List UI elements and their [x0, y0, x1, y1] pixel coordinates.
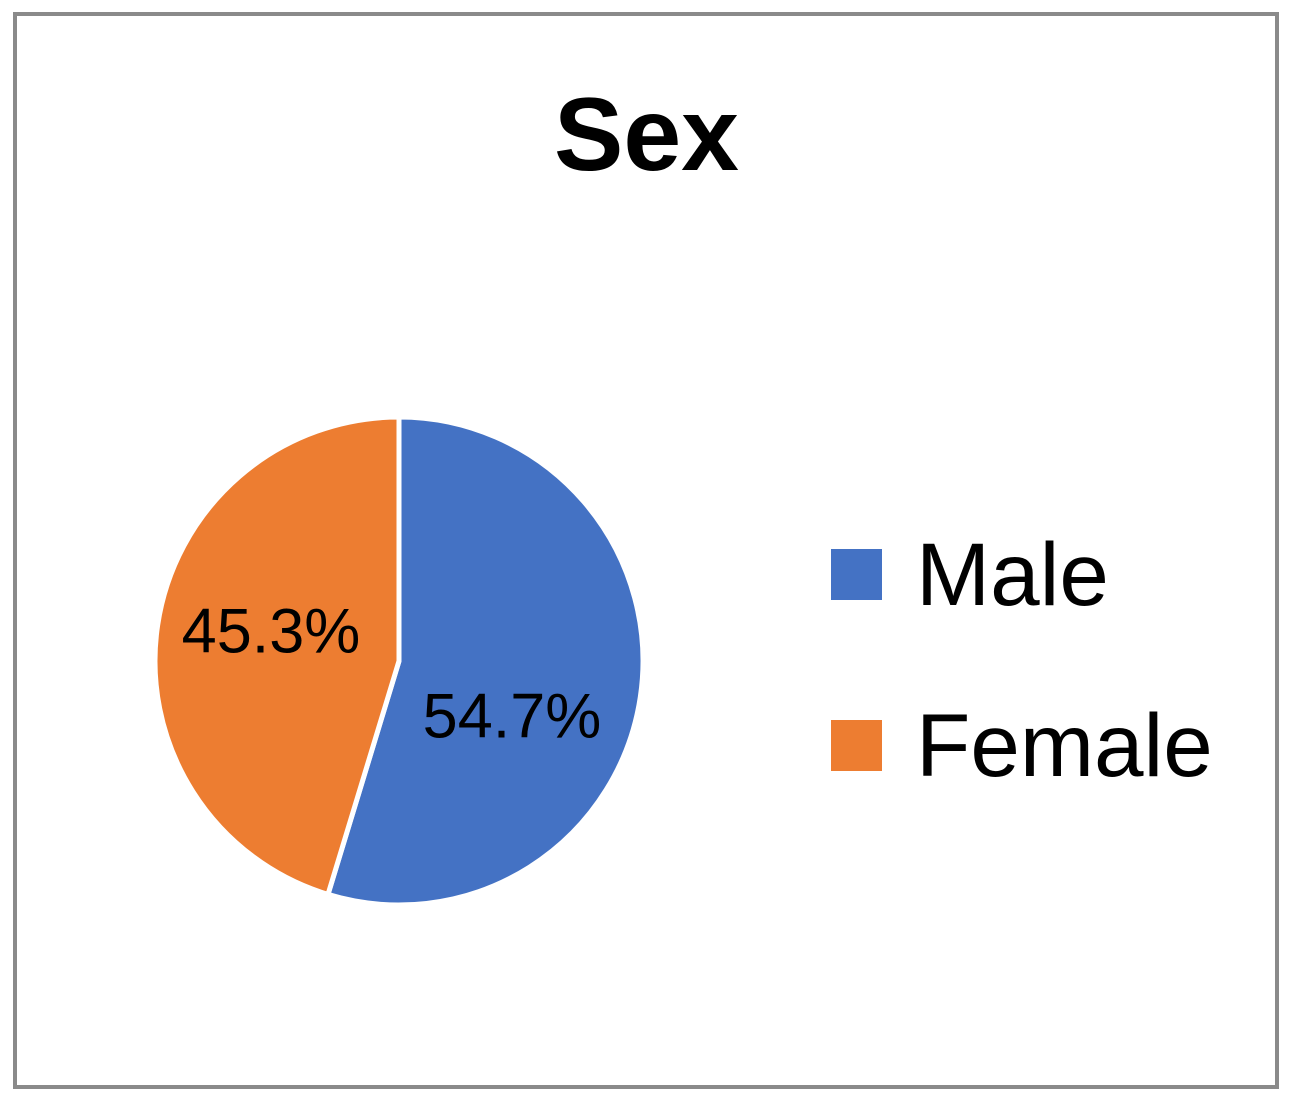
pie-slice-female	[152, 414, 402, 897]
pie-label-female: 45.3%	[181, 596, 361, 667]
legend-item-female: Female	[831, 690, 1213, 800]
pie-chart-svg	[152, 414, 646, 908]
legend-item-male: Male	[831, 519, 1109, 629]
legend-swatch-female-icon	[831, 719, 882, 771]
chart-title: Sex	[553, 77, 740, 193]
pie-slice-male	[325, 414, 646, 908]
legend-label-male: Male	[916, 523, 1109, 624]
legend-label-female: Female	[916, 694, 1213, 795]
pie-chart	[149, 411, 649, 911]
legend-swatch-male-icon	[831, 548, 882, 600]
pie-label-male: 54.7%	[422, 681, 602, 752]
